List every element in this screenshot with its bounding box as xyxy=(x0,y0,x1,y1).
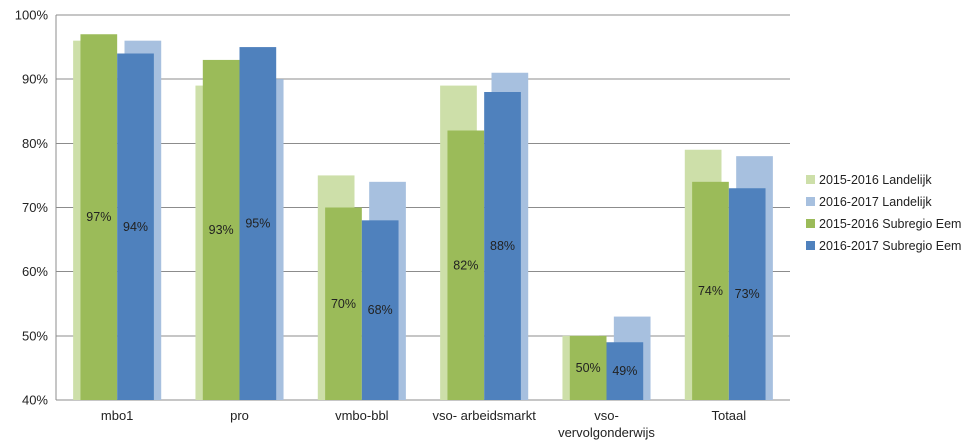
data-label: 94% xyxy=(123,220,148,234)
data-label: 88% xyxy=(490,239,515,253)
x-category-label: vso- xyxy=(594,408,619,423)
y-tick-label: 40% xyxy=(22,393,48,408)
x-category-label: vmbo-bbl xyxy=(335,408,389,423)
legend-label: 2015-2016 Landelijk xyxy=(819,173,932,187)
bar xyxy=(606,342,644,400)
bar xyxy=(80,34,118,400)
data-label: 70% xyxy=(331,297,356,311)
data-label: 74% xyxy=(698,284,723,298)
y-tick-label: 100% xyxy=(15,8,49,23)
y-tick-label: 60% xyxy=(22,264,48,279)
data-labels: 97% 94% 93% 95% 70% 68% 82% 88% 50% 49% 74% 73% xyxy=(86,210,759,378)
legend-swatch xyxy=(806,197,815,206)
legend-label: 2015-2016 Subregio Eem xyxy=(819,217,961,231)
data-label: 97% xyxy=(86,210,111,224)
legend-label: 2016-2017 Subregio Eem xyxy=(819,239,961,253)
x-category-label: vso- arbeidsmarkt xyxy=(433,408,537,423)
legend: 2015-2016 Landelijk 2016-2017 Landelijk 20… xyxy=(806,173,961,253)
bar xyxy=(569,335,607,400)
x-category-label: vervolgonderwijs xyxy=(558,425,655,440)
gridlines xyxy=(55,14,790,401)
y-axis-ticks: 40% 50% 60% 70% 80% 90% 100% xyxy=(15,8,49,408)
data-label: 68% xyxy=(368,303,393,317)
legend-swatch xyxy=(806,241,815,250)
x-category-label: mbo1 xyxy=(101,408,134,423)
x-category-label: Totaal xyxy=(711,408,746,423)
data-label: 93% xyxy=(209,223,234,237)
y-tick-label: 80% xyxy=(22,136,48,151)
legend-swatch xyxy=(806,175,815,184)
bar xyxy=(325,207,362,400)
bar xyxy=(484,92,521,400)
data-label: 73% xyxy=(735,287,760,301)
y-tick-label: 70% xyxy=(22,200,48,215)
y-tick-label: 90% xyxy=(22,72,48,87)
data-label: 49% xyxy=(612,364,637,378)
x-category-label: pro xyxy=(230,408,249,423)
bar xyxy=(728,188,766,400)
bar xyxy=(239,47,277,400)
bars xyxy=(73,34,773,401)
bar xyxy=(117,53,154,400)
bar xyxy=(692,181,729,400)
data-label: 82% xyxy=(453,258,478,272)
bar xyxy=(447,130,485,400)
data-label: 50% xyxy=(576,361,601,375)
data-label: 95% xyxy=(245,217,270,231)
bar xyxy=(202,59,240,401)
x-axis-categories: mbo1 pro vmbo-bbl vso- arbeidsmarkt vso-verv… xyxy=(101,408,746,440)
bar xyxy=(361,220,399,400)
legend-swatch xyxy=(806,219,815,228)
legend-label: 2016-2017 Landelijk xyxy=(819,195,932,209)
y-tick-label: 50% xyxy=(22,328,48,343)
